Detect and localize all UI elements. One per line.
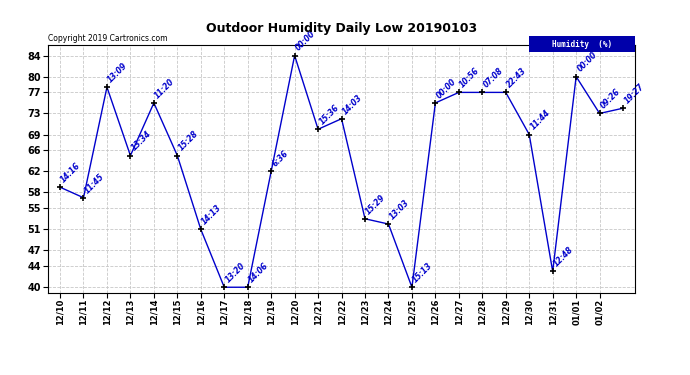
Text: 15:28: 15:28 (177, 129, 200, 153)
Text: 11:45: 11:45 (83, 172, 106, 195)
Text: 15:29: 15:29 (364, 193, 388, 216)
Text: 07:08: 07:08 (482, 66, 505, 90)
Text: 10:56: 10:56 (458, 66, 482, 90)
Text: 15:36: 15:36 (317, 103, 341, 126)
Text: Copyright 2019 Cartronics.com: Copyright 2019 Cartronics.com (48, 33, 168, 42)
Text: 00:00: 00:00 (294, 29, 317, 53)
Text: 11:20: 11:20 (153, 77, 177, 100)
Text: 14:16: 14:16 (59, 161, 83, 184)
Text: 11:44: 11:44 (529, 108, 552, 132)
Text: 13:09: 13:09 (106, 61, 130, 84)
Text: 14:03: 14:03 (341, 93, 364, 116)
Text: 13:20: 13:20 (224, 261, 247, 285)
Text: 6:36: 6:36 (270, 149, 290, 169)
Text: 15:13: 15:13 (411, 261, 435, 285)
Text: 09:26: 09:26 (599, 87, 622, 111)
Text: 00:00: 00:00 (575, 51, 599, 74)
Text: 14:13: 14:13 (200, 203, 224, 226)
Text: 13:34: 13:34 (130, 129, 153, 153)
Text: 22:43: 22:43 (505, 66, 529, 90)
Text: 12:48: 12:48 (552, 245, 575, 268)
Text: 14:06: 14:06 (247, 261, 270, 285)
Text: 19:27: 19:27 (622, 82, 646, 105)
Title: Outdoor Humidity Daily Low 20190103: Outdoor Humidity Daily Low 20190103 (206, 22, 477, 35)
Text: 13:03: 13:03 (388, 198, 411, 221)
Text: 00:00: 00:00 (435, 77, 458, 100)
